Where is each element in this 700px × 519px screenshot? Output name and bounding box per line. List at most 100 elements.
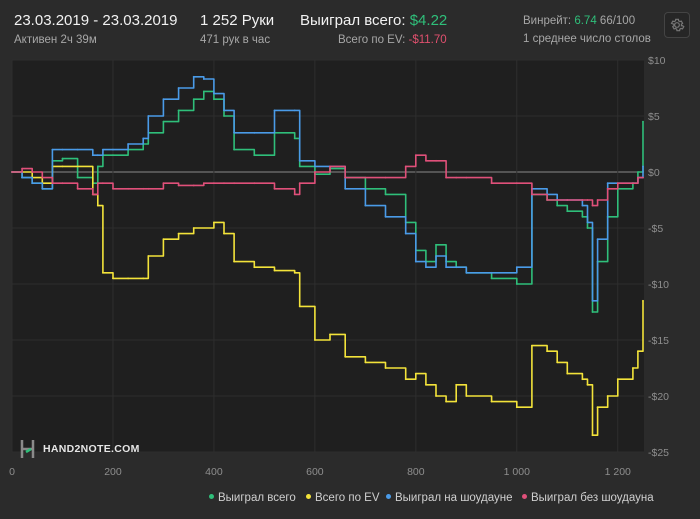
data-point: [293, 193, 296, 196]
legend-dot-showdown: [386, 494, 391, 500]
y-tick-label: -$20: [648, 391, 669, 403]
won-total: Выиграл всего: $4.22: [300, 12, 447, 29]
data-point: [147, 115, 150, 117]
data-point: [606, 395, 609, 397]
data-point: [51, 182, 54, 185]
data-point: [435, 395, 437, 397]
data-point: [177, 109, 180, 112]
data-point: [96, 165, 99, 168]
active-time: Активен 2ч 39м: [14, 34, 97, 46]
x-tick-label: 1 000: [504, 466, 530, 478]
data-point: [591, 204, 594, 207]
data-point: [435, 243, 437, 246]
data-point: [637, 176, 639, 179]
legend-dot-won: [209, 494, 214, 500]
legend-dot-ev: [306, 494, 311, 500]
data-point: [313, 165, 316, 168]
data-point: [596, 199, 599, 201]
data-point: [101, 182, 104, 185]
data-point: [31, 182, 34, 185]
data-point: [445, 400, 448, 403]
winrate-value: 6.74: [574, 15, 597, 27]
hands-count: 1 252 Руки: [200, 12, 275, 29]
data-point: [556, 204, 559, 207]
data-point: [202, 90, 205, 93]
x-tick-label: 800: [407, 466, 425, 478]
settings-button[interactable]: [664, 12, 690, 38]
legend-label-ev: Всего по EV: [315, 492, 380, 504]
data-point: [61, 165, 64, 168]
data-point: [76, 176, 79, 179]
data-point: [581, 204, 584, 207]
data-point: [414, 372, 417, 375]
data-point: [531, 193, 533, 196]
data-point: [112, 148, 114, 151]
grid: [11, 59, 644, 453]
data-point: [606, 187, 609, 190]
data-point: [233, 131, 236, 134]
data-point: [616, 182, 619, 185]
data-point: [76, 148, 79, 151]
data-point: [213, 221, 215, 224]
stats-header: 23.03.2019 - 23.03.2019 Активен 2ч 39м 1…: [0, 0, 700, 56]
data-point: [202, 78, 205, 80]
data-point: [192, 227, 195, 229]
data-point: [329, 165, 331, 168]
data-point: [515, 266, 518, 269]
legend-item-won[interactable]: Выиграл всего: [209, 492, 296, 506]
data-point: [313, 339, 316, 341]
legend-item-showdown[interactable]: Выиграл на шоудауне: [386, 492, 513, 506]
data-point: [445, 266, 448, 269]
data-point: [127, 143, 130, 145]
data-point: [61, 157, 64, 160]
data-point: [223, 232, 225, 235]
data-point: [364, 176, 367, 179]
data-point: [51, 148, 54, 151]
data-point: [425, 383, 427, 386]
hand2note-logo-icon: [20, 440, 35, 458]
data-point: [112, 277, 114, 280]
data-point: [591, 299, 594, 302]
data-point: [344, 176, 347, 179]
data-point: [586, 227, 589, 229]
data-point: [31, 171, 34, 173]
y-tick-label: $10: [648, 55, 666, 67]
data-point: [435, 159, 437, 162]
data-point: [223, 109, 225, 112]
data-point: [61, 182, 64, 185]
data-point: [566, 210, 569, 213]
data-point: [586, 199, 589, 201]
data-point: [233, 260, 236, 263]
legend-item-nonshowdown[interactable]: Выиграл без шоудауна: [522, 492, 654, 506]
legend-label-showdown: Выиграл на шоудауне: [395, 492, 513, 504]
data-point: [490, 271, 493, 274]
hands-per-hour: 471 рук в час: [200, 34, 271, 46]
data-point: [177, 184, 180, 187]
y-tick-label: -$25: [648, 447, 669, 459]
data-point: [298, 159, 301, 162]
data-point: [364, 204, 367, 207]
data-point: [465, 271, 468, 274]
data-point: [233, 182, 236, 185]
data-point: [591, 434, 594, 437]
date-range: 23.03.2019 - 23.03.2019: [14, 12, 178, 29]
data-point: [162, 182, 165, 185]
data-point: [642, 165, 644, 168]
ev-value: -$11.70: [408, 34, 447, 46]
data-point: [465, 176, 468, 179]
won-value: $4.22: [409, 12, 448, 29]
data-point: [606, 182, 609, 185]
data-point: [566, 372, 569, 375]
data-point: [344, 187, 347, 190]
winrate: Винрейт: 6.74 66/100: [523, 15, 635, 27]
legend-item-ev[interactable]: Всего по EV: [306, 492, 380, 506]
data-point: [177, 232, 180, 235]
data-point: [21, 176, 23, 179]
axes: $10 $5 $0 -$5 -$10 -$15 -$20 -$25 0 200 400 600 800 1…: [9, 55, 669, 478]
data-point: [21, 167, 23, 170]
data-point: [414, 260, 417, 263]
data-point: [364, 361, 367, 364]
data-point: [384, 193, 387, 196]
data-point: [177, 87, 180, 89]
x-tick-label: 200: [104, 466, 122, 478]
